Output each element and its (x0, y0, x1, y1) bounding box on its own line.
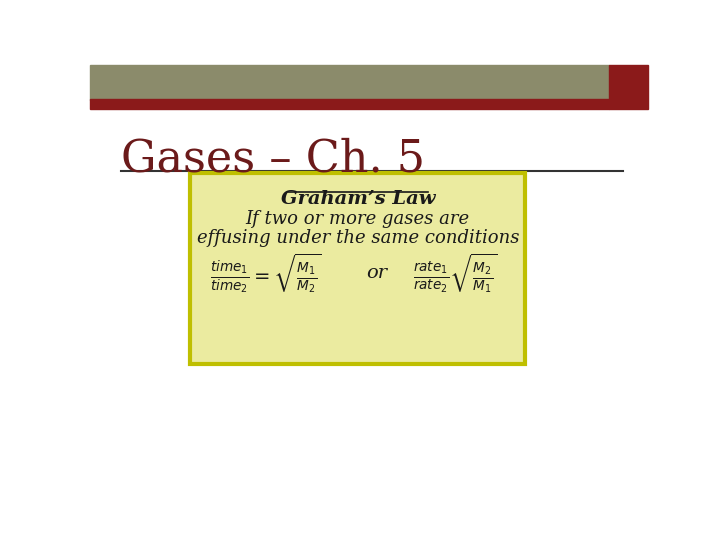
Bar (609, 65, 648, 109)
Text: $\frac{rate_1}{rate_2}\sqrt{\frac{M_2}{M_1}}$: $\frac{rate_1}{rate_2}\sqrt{\frac{M_2}{M… (413, 251, 498, 295)
FancyBboxPatch shape (190, 173, 526, 364)
Bar (90, 99, 609, 109)
Text: or: or (366, 264, 387, 282)
Text: Gases – Ch. 5: Gases – Ch. 5 (121, 138, 425, 181)
Text: If two or more gases are: If two or more gases are (246, 210, 470, 228)
Text: $\frac{time_1}{time_2} = \sqrt{\frac{M_1}{M_2}}$: $\frac{time_1}{time_2} = \sqrt{\frac{M_1… (210, 251, 322, 295)
Text: Graham’s Law: Graham’s Law (281, 190, 435, 207)
Text: effusing under the same conditions: effusing under the same conditions (197, 229, 519, 247)
Bar (90, 65, 609, 100)
